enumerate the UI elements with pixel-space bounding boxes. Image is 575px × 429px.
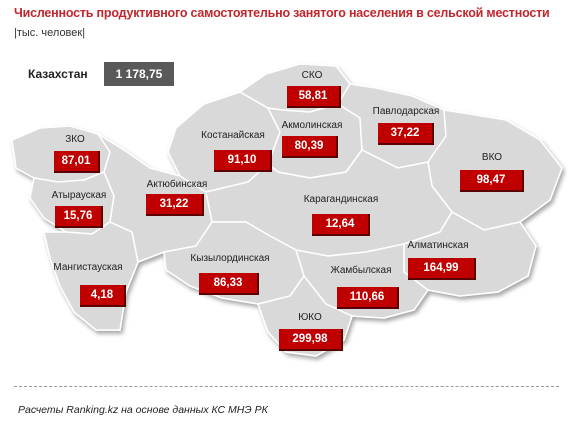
page-title: Численность продуктивного самостоятельно…	[14, 6, 550, 20]
region-label-atyrau: Атырауская	[51, 190, 107, 201]
region-value-vko: 98,47	[460, 170, 524, 192]
region-value-kostanay: 91,10	[214, 150, 272, 172]
region-label-zhambyl: Жамбылская	[330, 265, 392, 276]
region-label-aktobe: Актюбинская	[146, 179, 208, 190]
unit-subtitle: |тыс. человек|	[14, 27, 86, 39]
region-label-zko: ЗКО	[65, 134, 85, 145]
region-label-vko: ВКО	[481, 152, 503, 163]
region-value-zhambyl: 110,66	[337, 287, 399, 309]
region-value-akmola: 80,39	[282, 136, 338, 158]
region-value-karaganda: 12,64	[312, 214, 370, 236]
region-label-akmola: Акмолинская	[281, 120, 343, 131]
region-value-kyzylorda: 86,33	[199, 273, 259, 295]
region-label-kostanay: Костанайская	[201, 130, 265, 141]
region-value-almaty: 164,99	[408, 258, 476, 280]
source-footer: Расчеты Ranking.kz на основе данных КС М…	[18, 404, 268, 416]
region-label-pavlodar: Павлодарская	[372, 106, 440, 117]
region-label-karaganda: Карагандинская	[303, 194, 379, 205]
region-label-kyzylorda: Кызылординская	[190, 253, 270, 264]
region-label-yuko: ЮКО	[298, 312, 322, 323]
region-value-mangistau: 4,18	[80, 285, 126, 307]
region-value-yuko: 299,98	[279, 329, 343, 351]
footer-divider	[14, 386, 559, 387]
region-label-almaty: Алматинская	[407, 240, 469, 251]
region-label-sko: СКО	[301, 70, 323, 81]
region-label-mangistau: Мангистауская	[53, 262, 123, 273]
region-value-pavlodar: 37,22	[378, 123, 434, 145]
region-value-zko: 87,01	[54, 151, 100, 173]
region-value-atyrau: 15,76	[55, 206, 103, 228]
region-shape-mangistau	[43, 221, 139, 331]
region-value-aktobe: 31,22	[146, 194, 204, 216]
region-value-sko: 58,81	[287, 86, 341, 108]
total-label: Казахстан	[28, 67, 88, 81]
total-value: 1 178,75	[104, 62, 174, 86]
